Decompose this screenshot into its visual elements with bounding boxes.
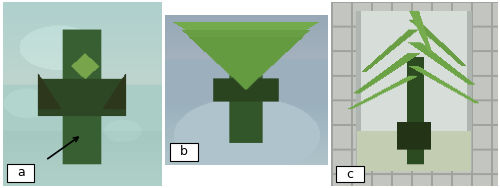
FancyBboxPatch shape: [8, 164, 34, 182]
FancyBboxPatch shape: [170, 143, 198, 161]
Text: c: c: [346, 168, 354, 181]
Text: b: b: [180, 145, 188, 158]
FancyBboxPatch shape: [336, 166, 364, 182]
Text: a: a: [17, 166, 24, 179]
